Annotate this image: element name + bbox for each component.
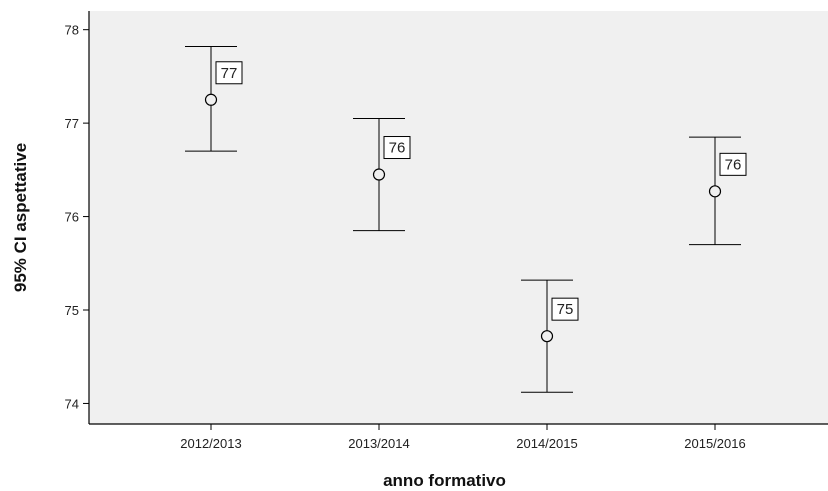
data-label-box [719,152,747,176]
x-axis: 2012/2013 2013/2014 2014/2015 2015/2016 [89,423,828,451]
x-axis-title: anno formativo [383,471,506,490]
y-tick-label: 76 [65,210,79,225]
x-tick-label: 2014/2015 [516,436,577,451]
data-label: 75 [557,301,574,318]
x-tick-label: 2012/2013 [180,436,241,451]
data-label-box [551,297,579,321]
data-label: 76 [389,140,406,157]
y-tick-label: 74 [65,396,79,411]
mean-point [540,330,554,343]
data-label-box [383,136,411,160]
y-axis: 74 75 76 77 78 [65,11,90,424]
x-tick-label: 2013/2014 [348,436,409,451]
mean-point [372,168,386,181]
plot-area [89,11,828,424]
y-tick-label: 75 [65,303,79,318]
data-label: 76 [725,156,742,173]
y-axis-title: 95% CI aspettative [11,143,30,292]
data-label-box [215,61,243,85]
x-tick-label: 2015/2016 [684,436,745,451]
error-bars: 77 76 75 76 [185,46,747,393]
y-tick-label: 77 [65,116,79,131]
mean-point [708,185,722,198]
mean-point [204,93,218,106]
data-label: 77 [221,65,238,82]
y-tick-label: 78 [65,23,79,38]
